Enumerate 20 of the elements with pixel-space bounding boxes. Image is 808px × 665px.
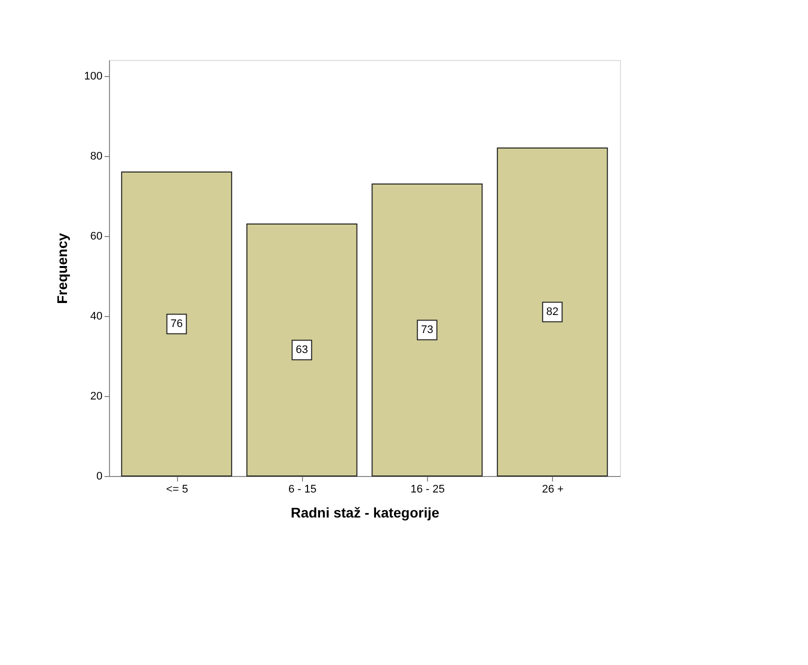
x-tick-label: 16 - 25: [410, 484, 445, 496]
data-label: 82: [546, 306, 558, 318]
bar: [246, 224, 358, 476]
data-label: 63: [296, 344, 308, 356]
bar: [372, 184, 483, 476]
y-tick-label: 60: [90, 230, 102, 242]
data-label: 76: [170, 318, 183, 330]
y-axis-title: Frequency: [54, 232, 70, 304]
y-tick-label: 0: [96, 470, 102, 482]
x-tick-label: 26 +: [542, 484, 564, 496]
bar: [496, 148, 608, 476]
x-tick-label: <= 5: [166, 484, 188, 496]
y-tick-label: 40: [90, 310, 102, 322]
bar: [121, 172, 232, 476]
x-axis-title: Radni staž - kategorije: [290, 504, 440, 520]
y-tick-label: 100: [84, 70, 102, 82]
y-tick-label: 20: [90, 390, 102, 402]
x-tick-label: 6 - 15: [288, 484, 316, 496]
y-tick-label: 80: [90, 150, 102, 162]
data-label: 73: [421, 324, 434, 336]
